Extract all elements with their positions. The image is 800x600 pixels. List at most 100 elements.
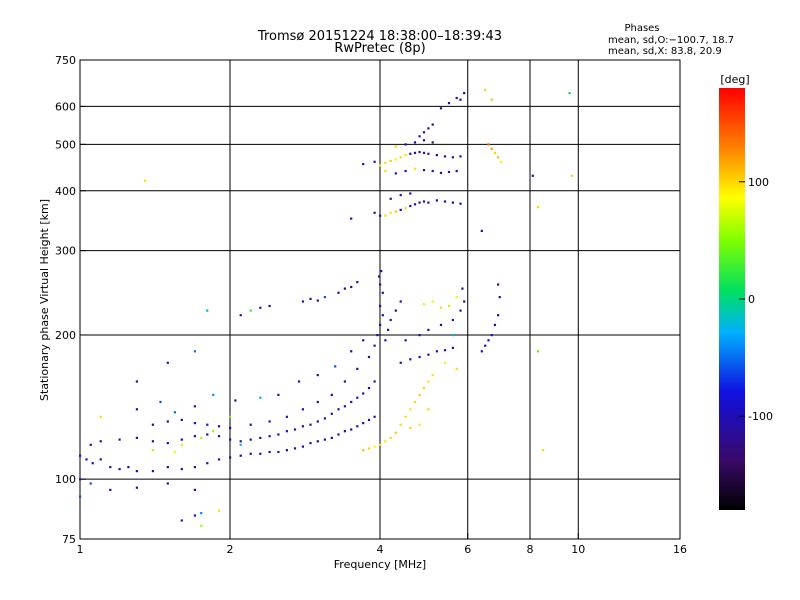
data-point — [180, 438, 183, 441]
data-point — [570, 174, 573, 177]
x-tick-label: 4 — [377, 543, 384, 556]
stats-line-o: mean, sd,O:−100.7, 18.7 — [608, 35, 734, 46]
data-point — [330, 393, 333, 396]
data-point — [334, 365, 337, 368]
data-point — [268, 420, 271, 423]
data-point — [350, 285, 353, 289]
data-point — [277, 450, 280, 454]
data-point — [135, 408, 138, 411]
data-point — [193, 350, 196, 353]
data-point — [343, 287, 346, 290]
data-point — [443, 361, 447, 364]
data-point — [259, 452, 262, 455]
data-point — [459, 309, 462, 312]
data-point — [356, 367, 359, 370]
data-point — [89, 443, 92, 446]
data-point — [463, 92, 466, 95]
data-point — [409, 358, 412, 361]
data-point — [79, 454, 82, 457]
data-point — [422, 169, 426, 172]
data-point — [394, 172, 397, 175]
data-point — [500, 160, 503, 163]
data-point — [193, 435, 196, 438]
data-point — [537, 206, 540, 209]
data-point — [389, 159, 392, 162]
data-point — [309, 297, 312, 300]
data-point — [337, 408, 340, 411]
data-point — [99, 440, 102, 443]
data-point — [91, 462, 94, 465]
data-point — [249, 423, 252, 426]
y-tick-label: 500 — [55, 138, 76, 151]
data-point — [301, 408, 304, 411]
data-point — [135, 486, 138, 489]
data-point — [362, 449, 365, 452]
data-point — [497, 156, 500, 159]
data-point — [427, 408, 430, 411]
x-axis-label: Frequency [MHz] — [334, 558, 426, 571]
data-point — [217, 509, 221, 512]
data-point — [79, 478, 82, 481]
data-point — [259, 396, 262, 399]
data-point — [373, 380, 376, 383]
y-tick-label: 400 — [55, 185, 76, 198]
data-point — [193, 466, 196, 469]
data-point — [409, 426, 412, 429]
data-point — [337, 433, 340, 436]
data-point — [212, 430, 215, 433]
data-point — [427, 127, 430, 130]
data-point — [443, 155, 447, 158]
data-point — [151, 449, 154, 452]
data-point — [431, 374, 434, 377]
data-point — [418, 135, 421, 138]
data-point — [180, 418, 183, 421]
colorbar-ticks: 100 0 -100 — [739, 176, 773, 423]
data-point — [451, 156, 454, 159]
data-point — [418, 151, 421, 154]
data-point — [127, 466, 130, 469]
data-point — [463, 300, 466, 303]
data-point — [249, 309, 252, 312]
data-point — [323, 296, 326, 299]
data-point — [323, 438, 326, 441]
data-point — [387, 328, 390, 331]
data-point — [404, 415, 407, 418]
data-point — [309, 442, 312, 445]
data-point — [459, 155, 462, 158]
y-tick-label: 200 — [55, 329, 76, 342]
data-point — [487, 339, 490, 342]
data-point — [373, 344, 376, 347]
data-point — [229, 415, 232, 418]
data-point — [159, 400, 162, 404]
data-point — [531, 174, 534, 177]
data-point — [350, 400, 353, 404]
data-point — [356, 425, 359, 428]
data-point — [427, 152, 430, 155]
data-point — [350, 217, 353, 220]
data-point — [180, 468, 183, 471]
data-point — [180, 519, 183, 522]
data-point — [285, 415, 288, 418]
data-point — [413, 167, 417, 170]
data-point — [316, 400, 319, 404]
data-point — [399, 194, 402, 197]
data-point — [109, 466, 112, 469]
data-point — [459, 202, 462, 205]
data-point — [427, 328, 430, 331]
data-point — [427, 353, 430, 356]
data-point — [206, 423, 209, 426]
data-point — [379, 304, 382, 308]
data-point — [379, 323, 382, 326]
data-point — [277, 393, 280, 396]
data-point — [404, 339, 407, 342]
data-point — [166, 361, 169, 364]
data-point — [316, 299, 319, 302]
x-tick-label: 10 — [571, 543, 585, 556]
grid — [80, 60, 680, 539]
data-point — [431, 123, 434, 126]
data-point — [343, 380, 346, 383]
data-point — [316, 440, 319, 443]
data-point — [200, 512, 203, 515]
data-point — [151, 470, 154, 473]
data-point — [99, 458, 102, 461]
